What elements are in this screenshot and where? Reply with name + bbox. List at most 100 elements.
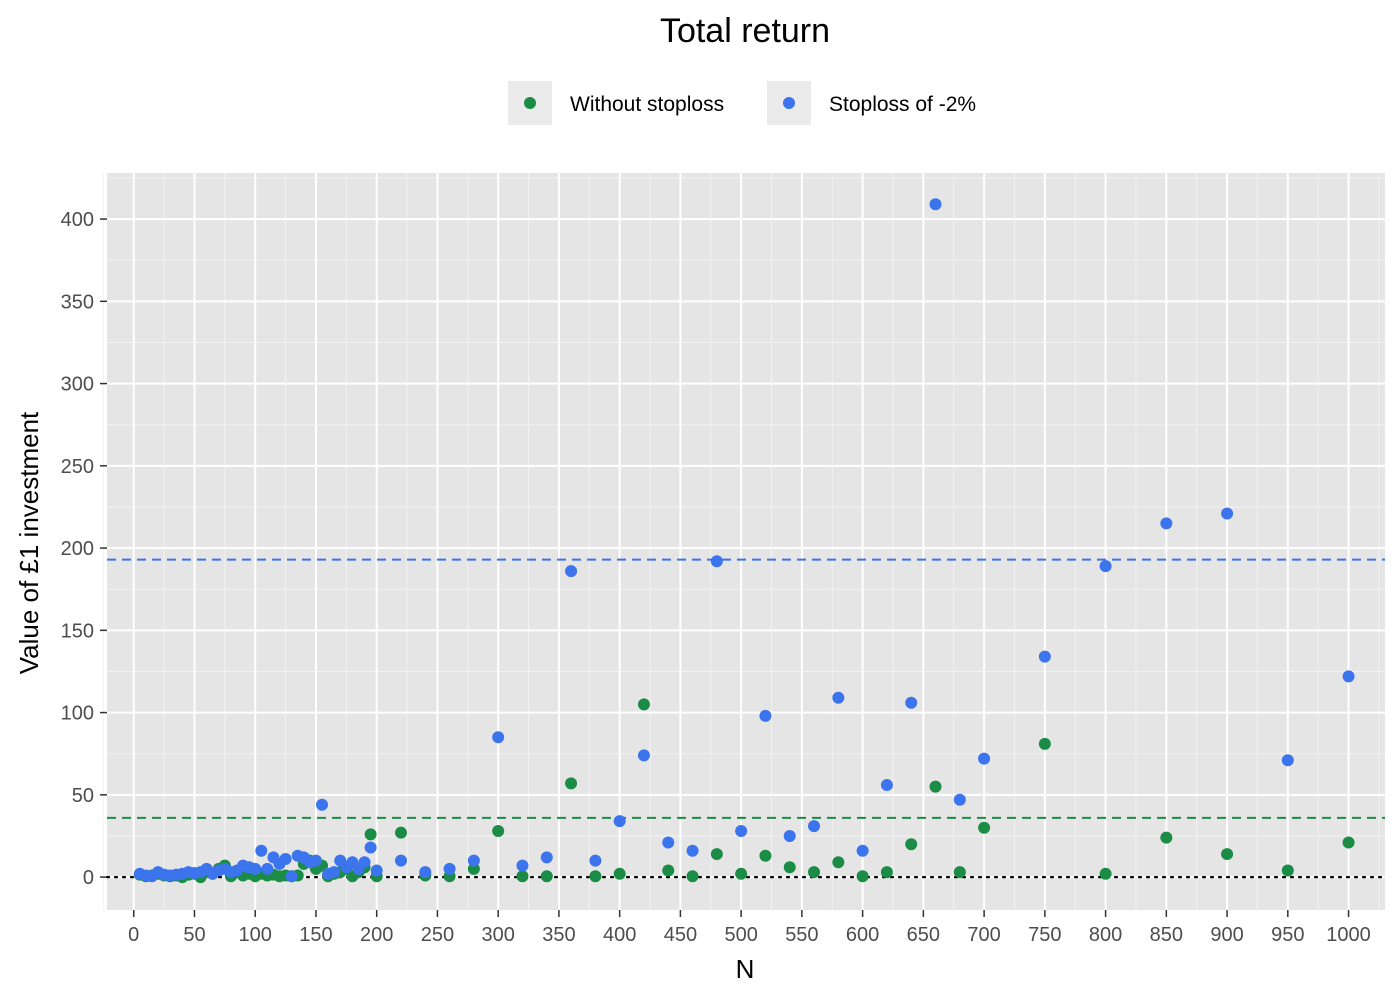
point-series-1 bbox=[279, 853, 292, 866]
point-series-1 bbox=[905, 696, 918, 709]
point-series-0 bbox=[662, 864, 675, 877]
point-series-0 bbox=[880, 866, 893, 879]
x-tick-label: 900 bbox=[1210, 924, 1243, 946]
point-series-0 bbox=[565, 777, 578, 790]
y-tick-label: 150 bbox=[61, 620, 94, 642]
point-series-1 bbox=[1281, 754, 1294, 767]
x-axis: 0 50 100 150 200 250 300 350 400 450 500 550 600 650 7… bbox=[128, 910, 1371, 946]
point-series-1 bbox=[419, 866, 432, 879]
point-series-0 bbox=[1221, 848, 1234, 861]
point-series-1 bbox=[832, 691, 845, 704]
x-tick-label: 950 bbox=[1271, 924, 1304, 946]
y-tick-label: 50 bbox=[72, 785, 94, 807]
x-tick-label: 200 bbox=[360, 924, 393, 946]
point-series-0 bbox=[978, 821, 991, 834]
point-series-1 bbox=[856, 844, 869, 857]
point-series-1 bbox=[589, 854, 602, 867]
point-series-1 bbox=[540, 851, 553, 864]
point-series-0 bbox=[1281, 864, 1294, 877]
point-series-0 bbox=[735, 867, 748, 880]
x-tick-label: 400 bbox=[603, 924, 636, 946]
x-tick-label: 100 bbox=[239, 924, 272, 946]
point-series-0 bbox=[832, 856, 845, 869]
point-series-1 bbox=[467, 854, 480, 867]
point-series-1 bbox=[394, 854, 407, 867]
point-series-1 bbox=[316, 798, 329, 811]
x-tick-label: 50 bbox=[183, 924, 205, 946]
point-series-1 bbox=[613, 815, 626, 828]
point-series-0 bbox=[1160, 831, 1173, 844]
point-series-0 bbox=[1099, 867, 1112, 880]
point-series-1 bbox=[953, 793, 966, 806]
x-tick-label: 700 bbox=[967, 924, 1000, 946]
point-series-1 bbox=[328, 866, 341, 879]
x-tick-label: 750 bbox=[1028, 924, 1061, 946]
y-tick-label: 400 bbox=[61, 209, 94, 231]
point-series-1 bbox=[364, 841, 377, 854]
chart-title: Total return bbox=[660, 12, 830, 50]
point-series-1 bbox=[1342, 670, 1355, 683]
point-series-1 bbox=[880, 778, 893, 791]
y-axis-title: Value of £1 investment bbox=[14, 411, 44, 674]
legend-label-stoploss: Stoploss of -2% bbox=[829, 93, 976, 116]
plot-panel bbox=[107, 173, 1385, 910]
y-tick-label: 200 bbox=[61, 538, 94, 560]
y-tick-label: 250 bbox=[61, 456, 94, 478]
y-axis: 0 50 100 150 200 250 300 350 400 bbox=[61, 209, 107, 889]
point-series-1 bbox=[735, 825, 748, 838]
grid-lines bbox=[102, 173, 1385, 910]
x-tick-label: 150 bbox=[299, 924, 332, 946]
point-series-0 bbox=[467, 862, 480, 875]
point-series-1 bbox=[710, 555, 723, 568]
point-series-0 bbox=[783, 861, 796, 874]
point-series-0 bbox=[1038, 737, 1051, 750]
point-series-0 bbox=[540, 870, 553, 883]
x-tick-label: 450 bbox=[664, 924, 697, 946]
point-series-0 bbox=[637, 698, 650, 711]
point-series-1 bbox=[783, 829, 796, 842]
point-series-1 bbox=[565, 565, 578, 578]
point-series-1 bbox=[309, 854, 322, 867]
x-tick-label: 500 bbox=[724, 924, 757, 946]
point-series-0 bbox=[710, 848, 723, 861]
x-tick-label: 650 bbox=[907, 924, 940, 946]
point-series-0 bbox=[492, 825, 505, 838]
point-series-0 bbox=[808, 866, 821, 879]
point-series-0 bbox=[856, 870, 869, 883]
y-tick-label: 0 bbox=[83, 867, 94, 889]
y-tick-label: 350 bbox=[61, 291, 94, 313]
point-series-0 bbox=[905, 838, 918, 851]
point-series-1 bbox=[358, 856, 371, 869]
point-series-1 bbox=[662, 836, 675, 849]
point-series-1 bbox=[285, 870, 298, 883]
point-series-1 bbox=[370, 864, 383, 877]
legend-dot-stoploss bbox=[783, 97, 795, 109]
x-tick-label: 550 bbox=[785, 924, 818, 946]
point-series-1 bbox=[443, 862, 456, 875]
point-series-0 bbox=[589, 870, 602, 883]
point-series-1 bbox=[516, 859, 529, 872]
point-series-0 bbox=[929, 780, 942, 793]
point-series-1 bbox=[637, 749, 650, 762]
x-tick-label: 600 bbox=[846, 924, 879, 946]
y-tick-label: 100 bbox=[61, 703, 94, 725]
point-series-1 bbox=[978, 752, 991, 765]
point-series-0 bbox=[613, 867, 626, 880]
point-series-1 bbox=[808, 820, 821, 833]
x-tick-label: 1000 bbox=[1326, 924, 1371, 946]
legend-label-without-stoploss: Without stoploss bbox=[570, 93, 724, 116]
x-tick-label: 0 bbox=[128, 924, 139, 946]
point-series-0 bbox=[394, 826, 407, 839]
point-series-1 bbox=[929, 198, 942, 211]
x-tick-label: 300 bbox=[481, 924, 514, 946]
point-series-1 bbox=[255, 844, 268, 857]
point-series-0 bbox=[759, 849, 772, 862]
point-series-0 bbox=[516, 870, 529, 883]
point-series-1 bbox=[1221, 507, 1234, 520]
point-series-1 bbox=[1038, 650, 1051, 663]
point-series-1 bbox=[249, 862, 262, 875]
y-tick-label: 300 bbox=[61, 374, 94, 396]
legend-dot-without-stoploss bbox=[524, 97, 536, 109]
x-axis-title: N bbox=[736, 954, 755, 984]
point-series-1 bbox=[686, 844, 699, 857]
